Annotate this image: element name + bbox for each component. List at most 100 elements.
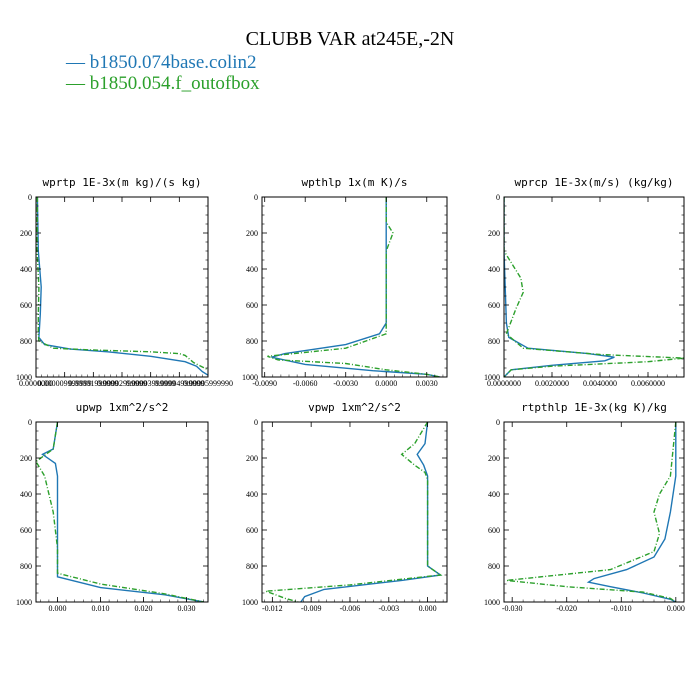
x-tick-label: 0.0040000 <box>583 379 617 388</box>
x-tick-label: -0.006 <box>340 604 361 613</box>
y-tick-label: 400 <box>20 265 32 274</box>
y-tick-label: 600 <box>488 526 500 535</box>
y-tick-label: 400 <box>20 490 32 499</box>
y-tick-label: 1000 <box>484 598 500 607</box>
y-tick-label: 1000 <box>484 373 500 382</box>
legend-entry-base: — b1850.074base.colin2 <box>66 52 257 74</box>
series-line-2 <box>36 197 208 371</box>
y-tick-label: 0 <box>496 418 500 427</box>
panel-title: upwp 1xm^2/s^2 <box>76 401 169 414</box>
x-tick-label: -0.012 <box>262 604 283 613</box>
series-line-2 <box>267 197 441 377</box>
y-tick-label: 1000 <box>16 598 32 607</box>
y-tick-label: 800 <box>20 337 32 346</box>
x-tick-label: 0.0060000 <box>631 379 665 388</box>
y-tick-label: 400 <box>488 490 500 499</box>
x-tick-label: 0.00002999999 <box>97 379 147 388</box>
y-tick-label: 400 <box>246 490 258 499</box>
plot-frame <box>35 421 209 603</box>
x-tick-label: 0.000 <box>419 604 437 613</box>
y-tick-label: 200 <box>20 229 32 238</box>
series-line-2 <box>506 422 677 602</box>
panel-title: wprcp 1E-3x(m/s) (kg/kg) <box>515 176 674 189</box>
y-tick-label: 0 <box>28 193 32 202</box>
y-tick-label: 1000 <box>242 598 258 607</box>
series-line-2 <box>504 197 684 377</box>
panel-title: wpthlp 1x(m K)/s <box>302 176 408 189</box>
x-tick-label: 0.000 <box>667 604 685 613</box>
panel-title: rtpthlp 1E-3x(kg K)/kg <box>521 401 667 414</box>
x-tick-label: -0.010 <box>611 604 632 613</box>
x-tick-label: -0.009 <box>301 604 322 613</box>
x-tick-label: 0.00005999990 <box>183 379 233 388</box>
panel-2: wpthlp 1x(m K)/s 0 200 400 600 800 1000-0.0090… <box>242 176 448 388</box>
y-tick-label: 200 <box>246 229 258 238</box>
x-tick-label: 0.0000000 <box>487 379 521 388</box>
x-tick-label: 0.0020000 <box>535 379 569 388</box>
y-tick-label: 400 <box>246 265 258 274</box>
x-tick-label: -0.003 <box>378 604 399 613</box>
series-line-1 <box>271 197 441 377</box>
plot-frame <box>261 196 448 378</box>
y-tick-label: 0 <box>496 193 500 202</box>
y-tick-label: 200 <box>20 454 32 463</box>
series-line-2 <box>265 422 443 602</box>
y-tick-label: 0 <box>254 193 258 202</box>
panel-6: rtpthlp 1E-3x(kg K)/kg02004006008001000-… <box>484 401 685 613</box>
x-tick-label: -0.0090 <box>252 379 277 388</box>
legend-entry-outofbox: — b1850.054.f_outofbox <box>66 73 260 95</box>
y-tick-label: 200 <box>488 454 500 463</box>
x-tick-label: 0.010 <box>92 604 110 613</box>
y-tick-label: 0 <box>254 418 258 427</box>
y-tick-label: 200 <box>246 454 258 463</box>
y-tick-label: 600 <box>246 301 258 310</box>
legend-label-base: b1850.074base.colin2 <box>89 52 257 73</box>
x-tick-label: -0.020 <box>556 604 577 613</box>
plot-frame <box>35 196 209 378</box>
y-tick-label: 800 <box>246 562 258 571</box>
y-tick-label: 600 <box>20 526 32 535</box>
plot-frame <box>261 421 448 603</box>
plot-frame <box>503 421 685 603</box>
panel-3: wprcp 1E-3x(m/s) (kg/kg) 0 200 400 600 800 100… <box>484 176 685 388</box>
y-tick-label: 1000 <box>242 373 258 382</box>
panel-title: wprtp 1E-3x(m kg)/(s kg) <box>43 176 202 189</box>
panel-1: wprtp 1E-3x(m kg)/(s kg) 0 200 400 600 800 100… <box>16 176 233 388</box>
y-tick-label: 600 <box>488 301 500 310</box>
x-tick-label: 0.0000 <box>375 379 397 388</box>
panel-5: vpwp 1xm^2/s^2 0 200 400 600 800 1000 -0.012 -0.… <box>242 401 448 613</box>
y-tick-label: 800 <box>246 337 258 346</box>
x-tick-label: 0.00003999999 <box>126 379 176 388</box>
legend-swatch-outofbox: — <box>66 73 90 94</box>
legend-label-outofbox: b1850.054.f_outofbox <box>89 73 260 94</box>
plot-frame <box>503 196 685 378</box>
panel-4: upwp 1xm^2/s^2 0 200 400 600 800 1000 0.000 0.01… <box>16 401 209 613</box>
x-tick-label: 0.030 <box>178 604 196 613</box>
series-line-1 <box>300 422 443 602</box>
x-tick-label: 0.020 <box>135 604 153 613</box>
y-tick-label: 1000 <box>16 373 32 382</box>
y-tick-label: 400 <box>488 265 500 274</box>
y-tick-label: 600 <box>246 526 258 535</box>
x-tick-label: -0.0060 <box>293 379 318 388</box>
x-tick-label: 0.000 <box>49 604 67 613</box>
figure-title: CLUBB VAR at245E,-2N <box>245 28 455 50</box>
legend-swatch-base: — <box>66 52 90 73</box>
series-line-1 <box>504 197 615 377</box>
series-line-2 <box>36 422 204 602</box>
x-tick-label: 0.0030 <box>416 379 438 388</box>
y-tick-label: 200 <box>488 229 500 238</box>
y-tick-label: 800 <box>488 337 500 346</box>
series-line-1 <box>41 422 204 602</box>
y-tick-label: 800 <box>488 562 500 571</box>
y-tick-label: 600 <box>20 301 32 310</box>
y-tick-label: 800 <box>20 562 32 571</box>
x-tick-label: -0.0030 <box>333 379 358 388</box>
panel-title: vpwp 1xm^2/s^2 <box>308 401 401 414</box>
x-tick-label: 0.00001999999 <box>68 379 118 388</box>
x-tick-label: 0.0000000 <box>19 379 53 388</box>
y-tick-label: 0 <box>28 418 32 427</box>
x-tick-label: -0.030 <box>502 604 523 613</box>
series-line-1 <box>36 197 208 376</box>
